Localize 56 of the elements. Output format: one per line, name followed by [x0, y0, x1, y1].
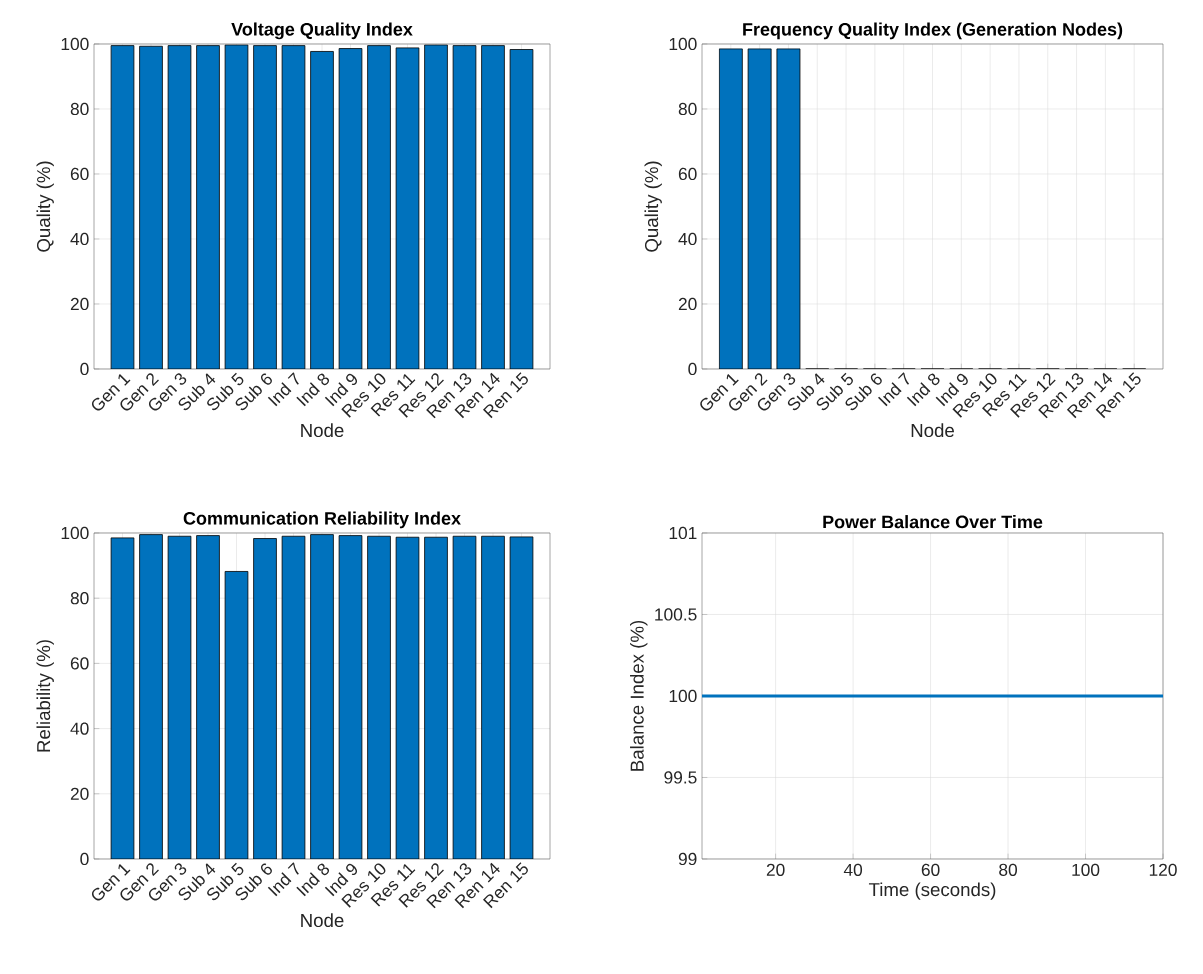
- x-tick-label: 120: [1149, 863, 1177, 876]
- chart-title: Power Balance Over Time: [823, 515, 1043, 529]
- y-tick-label: 40: [70, 722, 89, 735]
- bar: [139, 534, 163, 859]
- y-tick-label: 80: [70, 102, 89, 116]
- y-tick-label: 20: [70, 787, 89, 800]
- x-axis-title: Time (seconds): [868, 882, 996, 900]
- chart-title: Frequency Quality Index (Generation Nodes): [743, 22, 1123, 40]
- y-axis-title: Balance Index (%): [630, 620, 648, 771]
- y-tick-label: 99.5: [664, 771, 697, 784]
- y-axis-title: Reliability (%): [36, 640, 54, 752]
- bar: [424, 537, 448, 859]
- bar: [253, 538, 277, 859]
- x-axis-title: Node: [301, 913, 344, 928]
- y-tick-label: 0: [688, 362, 697, 376]
- y-tick-label: 100.5: [655, 608, 697, 621]
- x-tick-label: 100: [1072, 863, 1100, 876]
- y-tick-label: 20: [678, 297, 697, 311]
- chart-title: Communication Reliability Index: [183, 511, 461, 529]
- y-tick-label: 40: [70, 232, 89, 246]
- x-tick-label: 60: [921, 863, 940, 876]
- x-axis-title: Node: [911, 423, 954, 438]
- bar: [481, 536, 505, 859]
- y-tick-label: 100: [669, 37, 697, 51]
- y-tick-label: 99: [678, 852, 697, 866]
- x-tick-label: 80: [999, 863, 1018, 876]
- bar: [168, 536, 191, 859]
- y-tick-label: 0: [80, 362, 89, 376]
- y-tick-label: 80: [678, 102, 697, 116]
- bar: [111, 537, 134, 859]
- x-tick-label: 40: [843, 863, 863, 876]
- y-tick-label: 101: [669, 526, 697, 540]
- bar: [339, 535, 362, 859]
- y-axis-title: Quality (%): [36, 161, 54, 252]
- y-tick-label: 100: [61, 526, 89, 540]
- y-axis-title: Quality (%): [644, 161, 662, 252]
- y-tick-label: 60: [70, 167, 89, 181]
- y-tick-label: 60: [678, 167, 697, 181]
- x-tick-label: 20: [766, 863, 785, 876]
- bar: [367, 536, 391, 859]
- bar: [396, 537, 419, 859]
- y-tick-label: 20: [70, 297, 89, 311]
- chart-title: Voltage Quality Index: [231, 22, 413, 40]
- bar: [453, 536, 476, 859]
- y-tick-label: 100: [669, 689, 697, 703]
- y-tick-label: 60: [70, 657, 89, 670]
- y-tick-label: 40: [678, 232, 697, 246]
- bar: [225, 571, 248, 859]
- bar: [310, 534, 334, 859]
- y-tick-label: 80: [70, 592, 89, 605]
- y-tick-label: 100: [61, 37, 89, 51]
- y-tick-label: 0: [80, 852, 89, 866]
- bar: [509, 536, 534, 859]
- x-axis-title: Node: [301, 423, 344, 438]
- bar: [282, 536, 305, 859]
- bar: [196, 535, 220, 859]
